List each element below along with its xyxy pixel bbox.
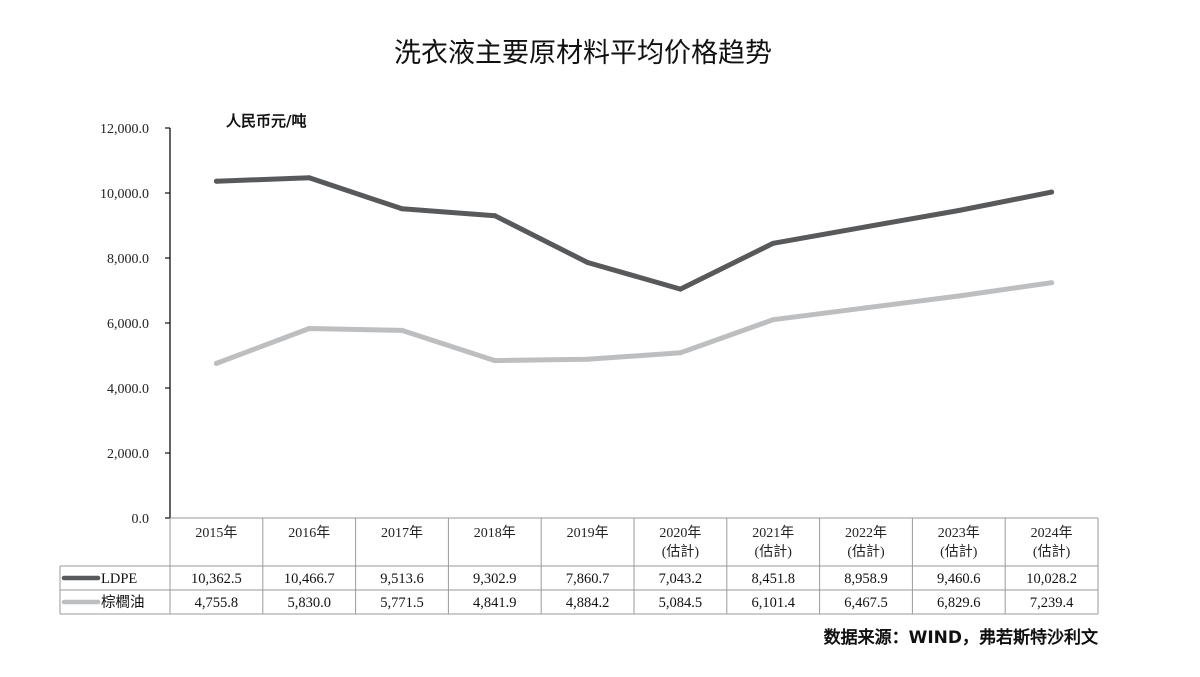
table-value-cell: 5,084.5 <box>659 595 703 611</box>
data-point <box>492 213 498 219</box>
data-table: 2015年 2016年 2017年 2018年 2019年 2020年 (估計) 2021年 (… <box>59 517 1099 615</box>
legend-label: LDPE <box>101 571 137 587</box>
x-category-label: 2017年 <box>381 525 423 541</box>
data-point <box>770 240 776 246</box>
y-tick-label: 12,000.0 <box>100 122 149 137</box>
series-line <box>213 280 1055 366</box>
data-point <box>1049 189 1055 195</box>
data-point <box>213 360 219 366</box>
table-value-cell: 8,451.8 <box>751 571 795 587</box>
y-tick-label: 8,000.0 <box>107 252 149 267</box>
data-point <box>863 224 869 230</box>
x-category-label: 2024年 <box>1031 525 1073 541</box>
x-category-label: 2019年 <box>567 525 609 541</box>
legend-label: 棕櫚油 <box>101 594 145 611</box>
data-point <box>1049 280 1055 286</box>
table-value-cell: 10,466.7 <box>284 571 335 587</box>
table-value-cell: 6,101.4 <box>751 595 795 611</box>
table-value-cell: 4,755.8 <box>195 595 239 611</box>
data-point <box>213 178 219 184</box>
data-point <box>492 358 498 364</box>
data-point <box>677 286 683 292</box>
x-category-label: 2023年 <box>938 525 980 541</box>
data-point <box>677 350 683 356</box>
x-category-label: (估計) <box>847 544 885 560</box>
y-tick-label: 6,000.0 <box>107 317 149 332</box>
x-category-label: 2022年 <box>845 525 887 541</box>
table-value-cell: 10,362.5 <box>191 571 242 587</box>
data-point <box>399 206 405 212</box>
table-value-cell: 7,043.2 <box>659 571 703 587</box>
data-point <box>770 317 776 323</box>
unit-label: 人民币元/吨 <box>226 112 306 130</box>
x-category-label: 2020年 <box>659 525 701 541</box>
x-category-label: (估計) <box>1033 544 1071 560</box>
x-category-label: (估計) <box>755 544 793 560</box>
table-value-cell: 7,239.4 <box>1030 595 1074 611</box>
y-tick-label: 10,000.0 <box>100 187 149 202</box>
data-point <box>306 175 312 181</box>
series-line <box>213 175 1055 292</box>
data-point <box>399 327 405 333</box>
x-category-label: (估計) <box>940 544 978 560</box>
table-value-cell: 5,830.0 <box>287 595 331 611</box>
table-value-cell: 4,841.9 <box>473 595 517 611</box>
x-category-label: 2021年 <box>752 525 794 541</box>
table-value-cell: 9,513.6 <box>380 571 424 587</box>
chart-title: 洗衣液主要原材料平均价格趋势 <box>394 38 772 69</box>
x-category-label: 2015年 <box>195 525 237 541</box>
table-value-cell: 10,028.2 <box>1026 571 1077 587</box>
y-tick-label: 0.0 <box>132 512 150 527</box>
table-value-cell: 7,860.7 <box>566 571 610 587</box>
table-value-cell: 9,302.9 <box>473 571 517 587</box>
y-axis: 0.0 2,000.0 4,000.0 6,000.0 8,000.0 10,000.0 1… <box>100 122 171 527</box>
data-point <box>585 260 591 266</box>
data-point <box>306 326 312 332</box>
data-point <box>585 356 591 362</box>
x-category-label: 2016年 <box>288 525 330 541</box>
data-point <box>956 293 962 299</box>
x-category-label: 2018年 <box>474 525 516 541</box>
table-value-cell: 9,460.6 <box>937 571 981 587</box>
source-note: 数据来源：WIND，弗若斯特沙利文 <box>824 627 1099 648</box>
x-category-label: (估計) <box>662 544 700 560</box>
data-point <box>956 208 962 214</box>
table-value-cell: 8,958.9 <box>844 571 888 587</box>
table-value-cell: 6,829.6 <box>937 595 981 611</box>
data-point <box>863 305 869 311</box>
table-value-cell: 6,467.5 <box>844 595 888 611</box>
y-tick-label: 2,000.0 <box>107 447 149 462</box>
y-tick-label: 4,000.0 <box>107 382 149 397</box>
table-value-cell: 4,884.2 <box>566 595 610 611</box>
plot-area <box>213 175 1055 366</box>
table-value-cell: 5,771.5 <box>380 595 424 611</box>
